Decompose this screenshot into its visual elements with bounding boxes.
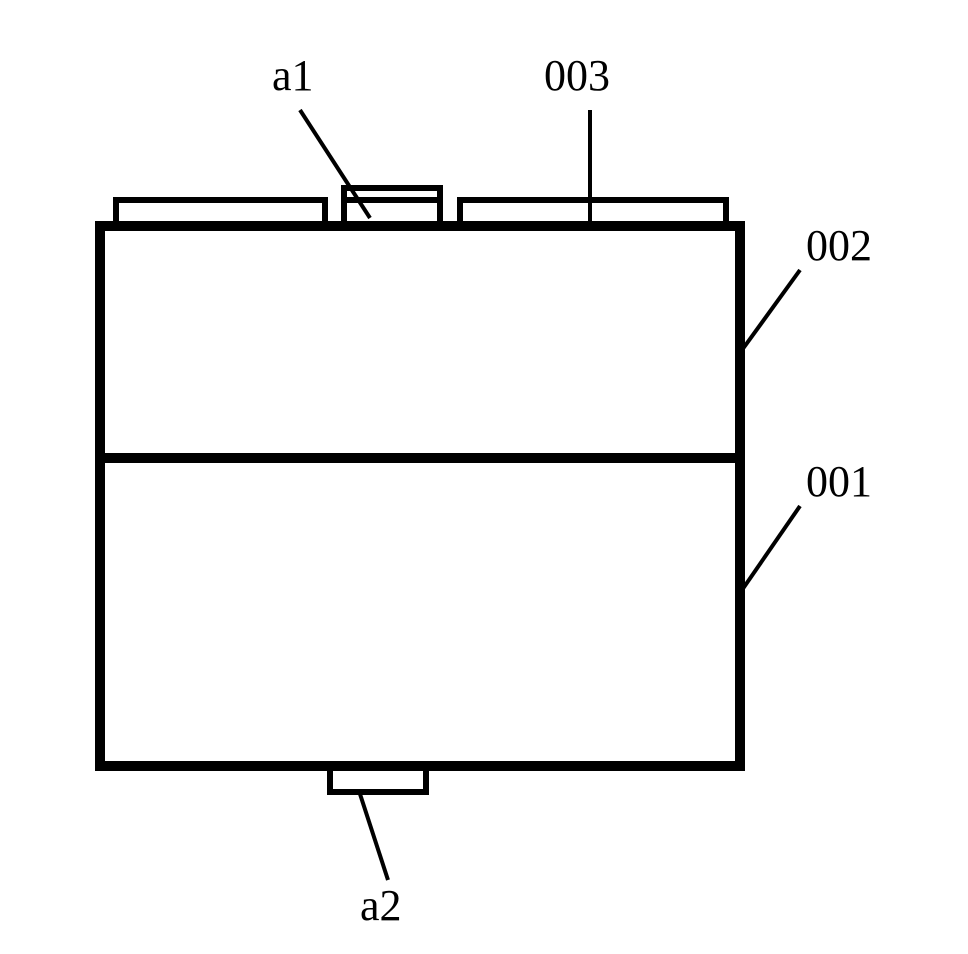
device-body xyxy=(100,226,740,766)
leader-002 xyxy=(742,270,800,350)
label-001: 001 xyxy=(806,457,872,506)
label-002: 002 xyxy=(806,221,872,270)
label-003: 003 xyxy=(544,51,610,100)
leader-a2 xyxy=(360,794,388,880)
label-a1: a1 xyxy=(272,51,314,100)
leader-001 xyxy=(742,506,800,590)
label-a2: a2 xyxy=(360,881,402,930)
